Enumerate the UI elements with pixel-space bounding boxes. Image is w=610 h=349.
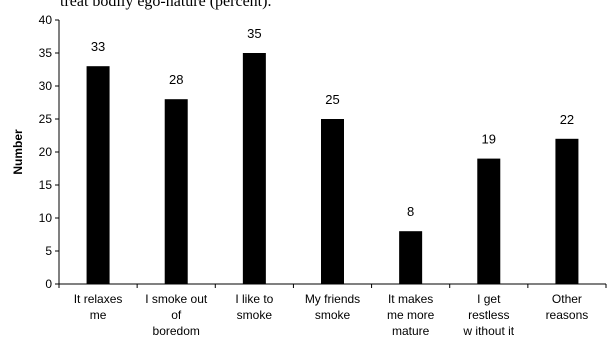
y-tick-label: 15 <box>39 178 53 192</box>
y-tick-label: 25 <box>39 112 53 126</box>
data-label: 19 <box>482 132 496 147</box>
data-label: 33 <box>91 39 105 54</box>
x-tick-label: I smoke out of boredom <box>145 292 208 338</box>
bar <box>242 53 266 284</box>
header-fragment: treat bodily ego-nature (percent). <box>60 0 272 10</box>
bar <box>164 99 188 284</box>
y-tick-label: 10 <box>39 211 53 225</box>
bar <box>555 138 579 284</box>
chart-bars <box>86 53 579 284</box>
y-tick-label: 20 <box>39 145 53 159</box>
x-tick-label: It makes me more mature <box>387 292 435 338</box>
x-tick-label: Other reasons <box>546 292 589 322</box>
bar <box>477 158 501 284</box>
data-label: 25 <box>325 92 339 107</box>
bar <box>86 66 110 284</box>
data-label: 28 <box>169 72 183 87</box>
y-tick-label: 0 <box>45 277 52 291</box>
bar <box>321 119 344 284</box>
data-label: 22 <box>560 112 574 127</box>
y-tick-label: 30 <box>39 79 53 93</box>
y-tick-label: 40 <box>39 13 53 27</box>
x-tick-label: I get restless w ithout it <box>462 292 514 338</box>
x-tick-label: My friends smoke <box>305 292 360 322</box>
y-tick-label: 5 <box>45 244 52 258</box>
data-label: 35 <box>247 26 261 41</box>
chart-labels: 33 It relaxes me 28 I smoke out of boredom 35 I … <box>74 26 589 338</box>
data-label: 8 <box>407 204 414 219</box>
y-axis-label: Number <box>11 129 25 175</box>
x-tick-label: It relaxes me <box>74 292 123 322</box>
x-tick-label: I like to smoke <box>235 292 273 322</box>
y-tick-label: 35 <box>39 46 53 60</box>
bar <box>399 231 423 284</box>
